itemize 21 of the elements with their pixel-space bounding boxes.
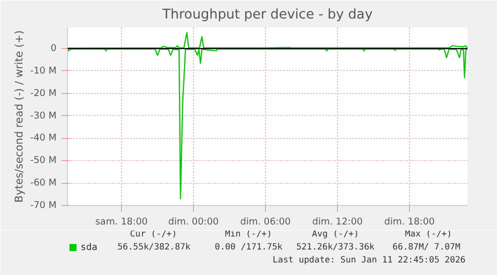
y-tick-label: -30 M [30,110,56,122]
y-tick-label: -60 M [30,178,56,189]
y-tick-label: -50 M [30,155,56,166]
text: 56.55k/382.87k [118,242,192,252]
y-tick-label: -10 M [30,65,56,76]
x-tick-label: dim. 12:00 [312,216,363,228]
x-tick-label: dim. 18:00 [384,216,435,228]
y-axis-title: Bytes/second read (-) / write (+) [12,30,26,203]
text: 0.00 /171.75k [214,242,284,252]
legend-label: sda [80,242,98,253]
chart-title: Throughput per device - by day [161,8,373,22]
x-tick-label: dim. 06:00 [240,216,291,228]
text: 66.87M/ 7.07M [392,242,460,252]
text: 521.26k/373.36k [296,242,376,252]
text: Last update: Sun Jan 11 22:45:05 2026 [272,256,466,266]
y-tick-label: -40 M [30,132,56,144]
x-tick-label: dim. 00:00 [168,216,219,228]
y-tick-label: 0 [50,43,57,54]
y-tick-label: -20 M [30,88,56,99]
y-tick-label: -70 M [30,200,56,211]
x-tick-label: sam. 18:00 [95,216,148,228]
